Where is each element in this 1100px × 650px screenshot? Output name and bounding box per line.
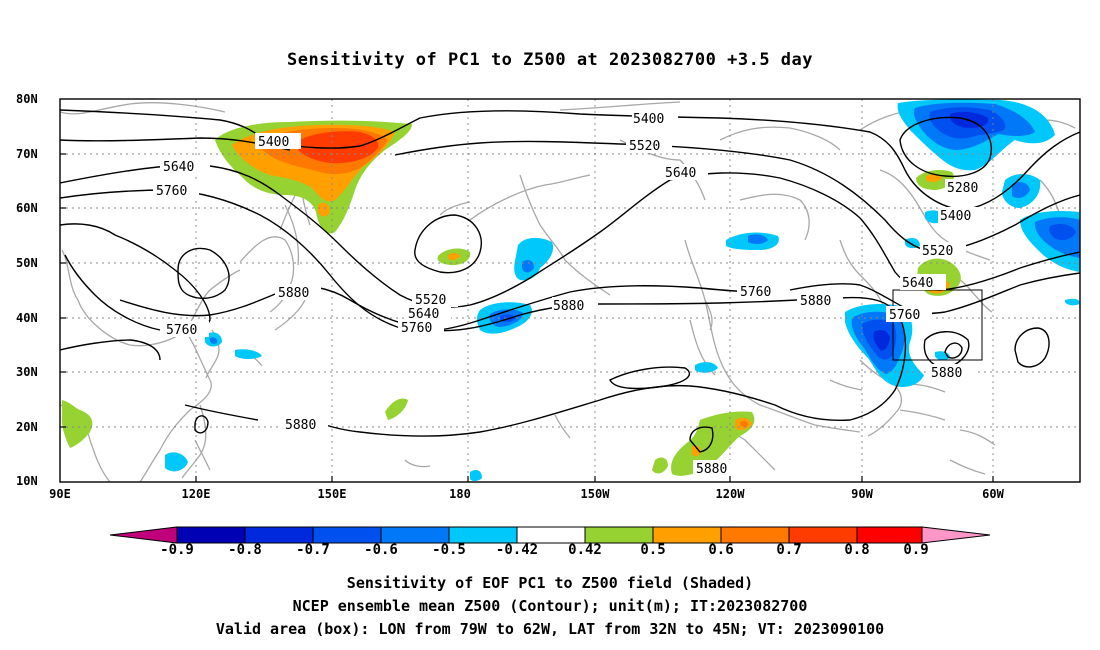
colorbar-swatch (652, 526, 722, 544)
colorbar-swatch (380, 526, 450, 544)
colorbar-label: 0.5 (640, 542, 666, 558)
lon-label: 120W (715, 487, 745, 501)
contour-label: 5400 (633, 112, 664, 127)
footer-line-1: Sensitivity of EOF PC1 to Z500 field (Sh… (346, 574, 754, 592)
colorbar-swatch (176, 526, 246, 544)
lon-label: 90W (851, 487, 873, 501)
colorbar-label: 0.42 (568, 542, 602, 558)
lat-label: 60N (16, 201, 38, 215)
lat-label: 70N (16, 147, 38, 161)
contour-label: 5880 (800, 294, 831, 309)
z500-contours (60, 109, 1080, 453)
contour-label: 5400 (940, 209, 971, 224)
contour-label: 5520 (629, 139, 660, 154)
colorbar-swatch (448, 526, 518, 544)
lon-label: 150E (317, 487, 347, 501)
colorbar-label: 0.7 (776, 542, 802, 558)
lat-label: 10N (16, 474, 38, 488)
colorbar-label: -0.6 (364, 542, 398, 558)
lon-label: 90E (49, 487, 71, 501)
contour-label: 5880 (696, 462, 727, 477)
lon-label: 180 (449, 487, 471, 501)
contour-label: 5640 (665, 166, 696, 181)
colorbar-swatch (788, 526, 858, 544)
colorbar-swatch (244, 526, 314, 544)
footer-line-2: NCEP ensemble mean Z500 (Contour); unit(… (292, 597, 808, 615)
colorbar-label: -0.42 (495, 542, 539, 558)
contour-label: 5880 (285, 418, 316, 433)
colorbar-label: -0.9 (160, 542, 194, 558)
graticule (60, 99, 1080, 482)
colorbar-label: -0.7 (296, 542, 330, 558)
lon-label: 150W (580, 487, 610, 501)
lon-label: 120E (181, 487, 211, 501)
colorbar-label: 0.8 (844, 542, 870, 558)
colorbar-arrow-right (921, 526, 991, 544)
contour-label: 5760 (156, 184, 187, 199)
colorbar-label: -0.5 (432, 542, 466, 558)
contour-label: 5640 (163, 160, 194, 175)
contour-label: 5640 (902, 276, 933, 291)
lat-label: 40N (16, 311, 38, 325)
contour-label: 5760 (889, 308, 920, 323)
lat-label: 20N (16, 420, 38, 434)
lat-label: 80N (16, 92, 38, 106)
contour-label: 5760 (401, 321, 432, 336)
lat-label: 50N (16, 256, 38, 270)
contour-label: 5880 (931, 366, 962, 381)
contour-label: 5520 (415, 293, 446, 308)
contour-label: 5760 (740, 285, 771, 300)
colorbar-label: -0.8 (228, 542, 262, 558)
contour-label: 5760 (166, 323, 197, 338)
colorbar-swatch (312, 526, 382, 544)
contour-label: 5880 (553, 299, 584, 314)
contour-label: 5520 (922, 244, 953, 259)
colorbar-arrow-left (109, 526, 178, 544)
colorbar (109, 526, 991, 544)
lat-label: 30N (16, 365, 38, 379)
lon-label: 60W (982, 487, 1004, 501)
chart-title: Sensitivity of PC1 to Z500 at 2023082700… (286, 50, 813, 70)
contour-label: 5880 (278, 286, 309, 301)
contour-label: 5400 (258, 135, 289, 150)
colorbar-swatch (516, 526, 586, 544)
colorbar-label: 0.6 (708, 542, 734, 558)
colorbar-swatch (856, 526, 923, 544)
contour-label: 5640 (408, 307, 439, 322)
colorbar-swatch (720, 526, 790, 544)
contour-label: 5280 (947, 181, 978, 196)
colorbar-swatch (584, 526, 654, 544)
colorbar-label: 0.9 (903, 542, 929, 558)
map-frame (59, 98, 1081, 483)
contour-label-group: 5400 5400 5520 5640 5640 5760 5280 5400 … (153, 110, 991, 477)
footer-line-3: Valid area (box): LON from 79W to 62W, L… (215, 620, 885, 638)
